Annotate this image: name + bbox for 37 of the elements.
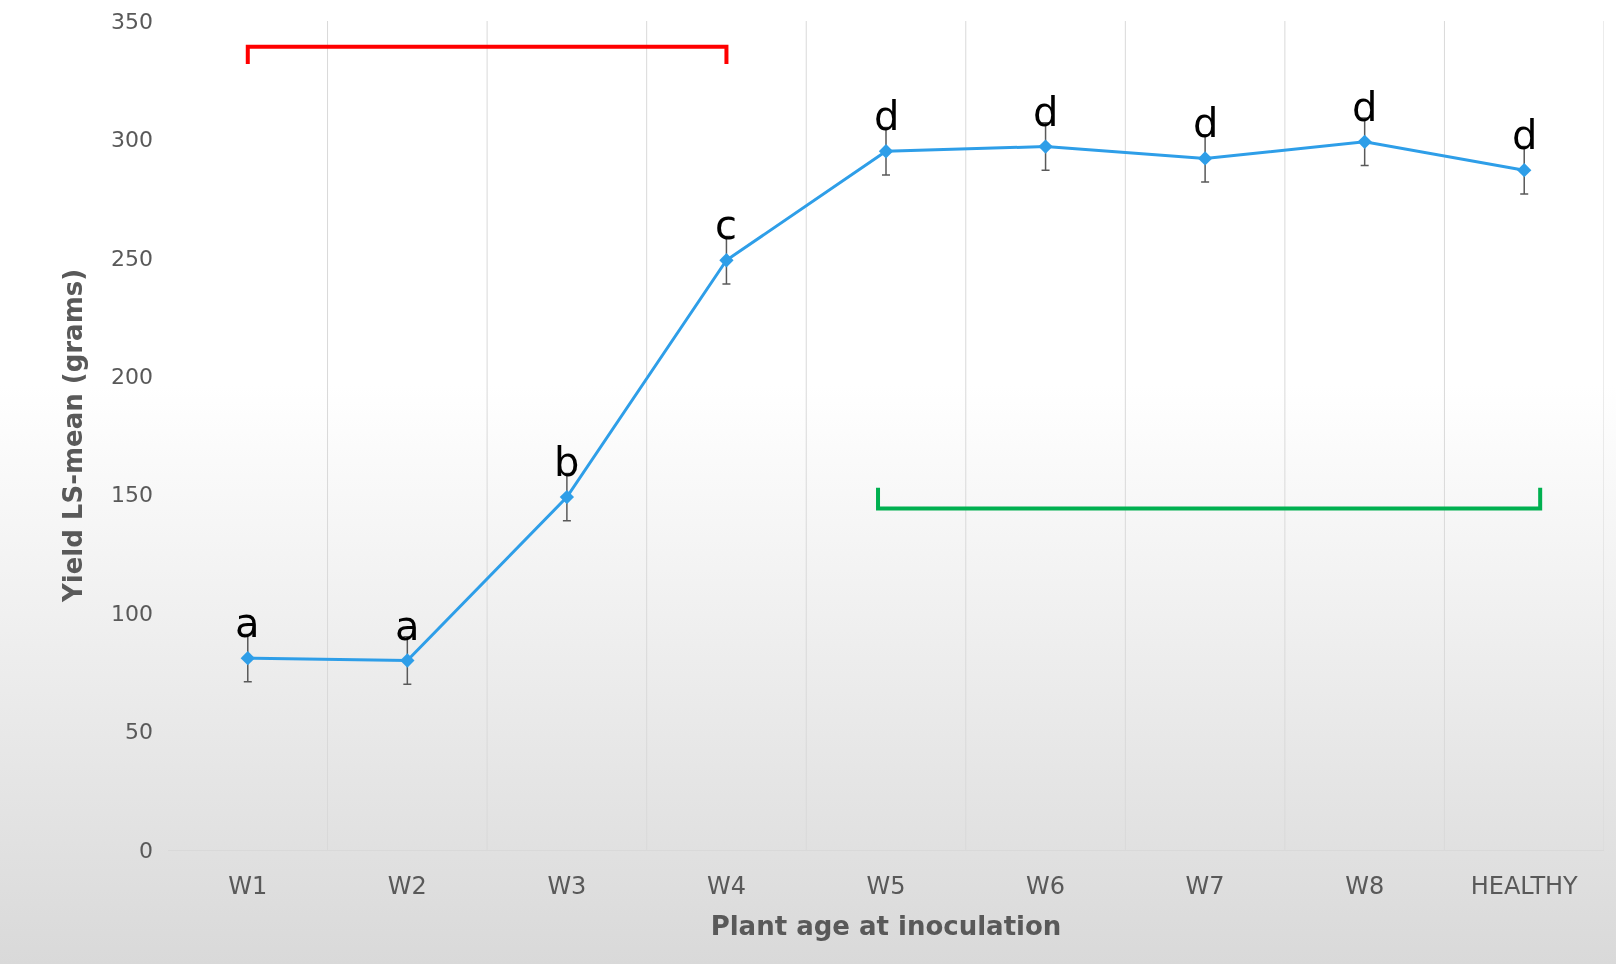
annotation: b	[554, 439, 580, 485]
point	[400, 653, 415, 668]
x-tick-label: W1	[228, 871, 268, 900]
point	[1357, 134, 1372, 149]
annotation: d	[1033, 89, 1059, 135]
x-axis-title: Plant age at inoculation	[710, 911, 1062, 942]
annotation: c	[715, 202, 737, 248]
point	[719, 253, 734, 268]
x-tick-label: W7	[1185, 871, 1225, 900]
annotation: d	[874, 93, 900, 139]
y-tick-label: 300	[111, 127, 153, 153]
x-tick-label: W4	[706, 871, 746, 900]
annotation: d	[1352, 84, 1378, 130]
y-axis-title: Yield LS-mean (grams)	[58, 268, 89, 604]
x-tick-label: W2	[387, 871, 427, 900]
y-tick-label: 250	[111, 245, 153, 271]
point	[1038, 139, 1053, 154]
annotation: a	[395, 603, 420, 649]
x-tick-label: W6	[1026, 871, 1066, 900]
point	[1197, 151, 1213, 166]
y-tick-label: 100	[111, 600, 153, 626]
annotation: d	[1512, 112, 1538, 158]
y-tick-label: 0	[139, 837, 153, 863]
point	[240, 651, 255, 666]
annotation: a	[235, 600, 260, 646]
x-tick-label: W5	[866, 871, 906, 900]
y-tick-label: 150	[111, 482, 153, 508]
x-tick-label: W8	[1345, 871, 1385, 900]
x-tick-label: HEALTHY	[1470, 871, 1579, 900]
point	[559, 489, 575, 505]
point	[878, 144, 894, 159]
y-tick-label: 50	[125, 719, 153, 745]
annotation: d	[1193, 100, 1219, 146]
y-tick-label: 200	[111, 363, 153, 389]
point	[1517, 163, 1532, 178]
x-tick-label: W3	[547, 871, 587, 900]
y-tick-label: 350	[111, 8, 153, 34]
